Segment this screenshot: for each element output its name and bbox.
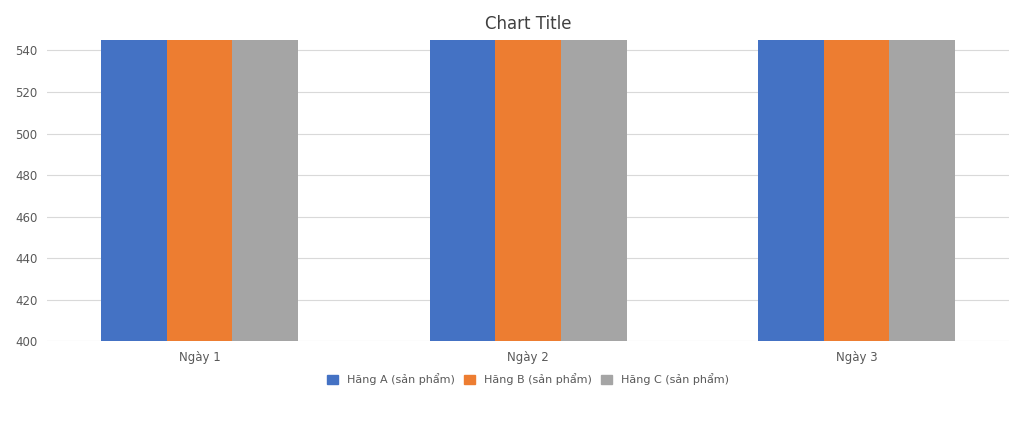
Bar bbox=[167, 0, 232, 341]
Bar bbox=[232, 0, 298, 341]
Title: Chart Title: Chart Title bbox=[484, 15, 571, 33]
Bar bbox=[429, 0, 496, 341]
Bar bbox=[890, 0, 955, 341]
Legend: Hãng A (sản phẩm), Hãng B (sản phẩm), Hãng C (sản phẩm): Hãng A (sản phẩm), Hãng B (sản phẩm), Hã… bbox=[323, 369, 733, 390]
Bar bbox=[496, 0, 561, 341]
Bar bbox=[101, 0, 167, 341]
Bar bbox=[561, 0, 627, 341]
Bar bbox=[758, 0, 823, 341]
Bar bbox=[823, 0, 890, 341]
